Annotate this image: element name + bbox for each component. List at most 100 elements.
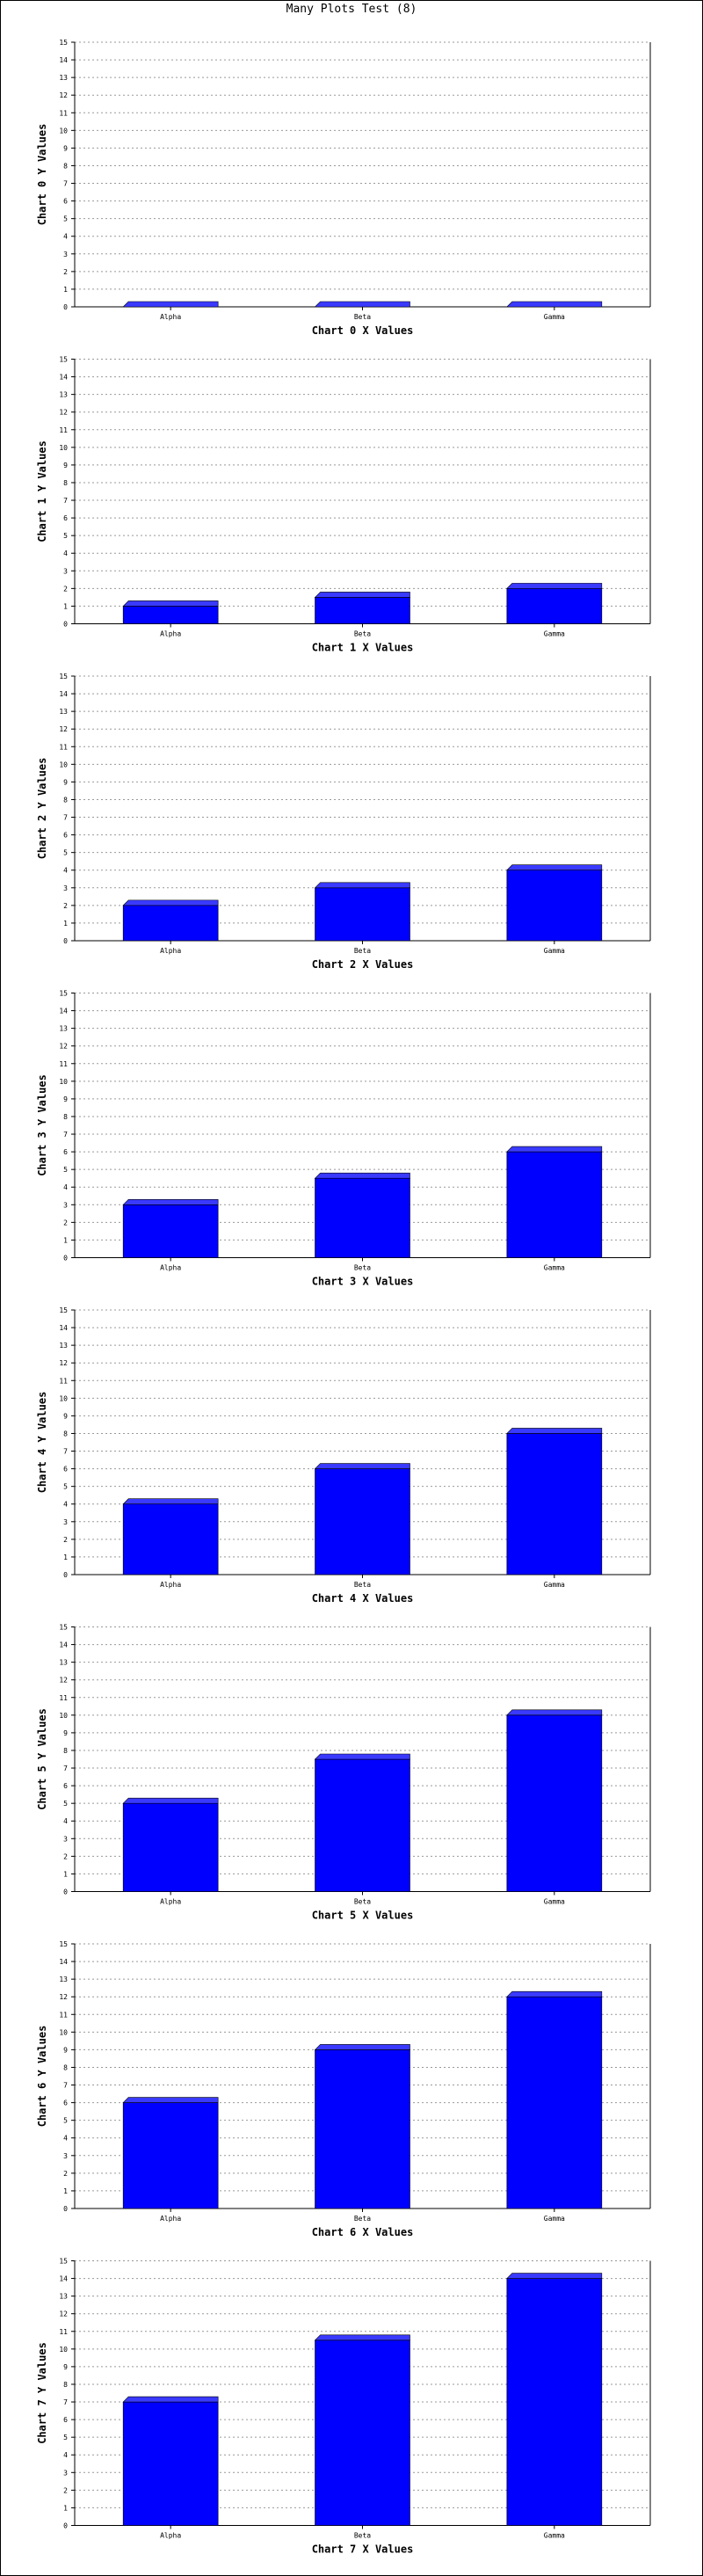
x-tick-label: Beta: [354, 313, 371, 321]
bar-top: [506, 583, 603, 589]
y-tick-label: 13: [59, 391, 68, 399]
y-tick-label: 6: [63, 514, 68, 522]
bar: [122, 1797, 219, 1892]
x-tick-label: Alpha: [160, 1264, 181, 1272]
y-tick-label: 7: [63, 180, 68, 188]
bar: [122, 2097, 219, 2209]
y-tick-label: 0: [63, 937, 68, 945]
bar-top: [314, 2334, 410, 2341]
x-tick-label: Beta: [354, 1264, 371, 1272]
x-axis-title: Chart 4 X Values: [312, 1592, 414, 1605]
y-tick-label: 14: [59, 374, 68, 382]
y-tick-label: 9: [63, 1412, 68, 1420]
bar: [506, 1709, 603, 1892]
x-tick-label: Gamma: [544, 2215, 565, 2223]
y-tick-label: 0: [63, 1255, 68, 1263]
y-tick-label: 12: [59, 1043, 68, 1051]
x-tick-label: Beta: [354, 947, 371, 955]
y-tick-label: 7: [63, 1131, 68, 1139]
bar-top: [506, 1146, 603, 1153]
y-tick-label: 2: [63, 1536, 68, 1544]
y-axis-title: Chart 7 Y Values: [36, 2342, 48, 2444]
y-tick-label: 13: [59, 708, 68, 716]
y-tick-label: 6: [63, 1466, 68, 1474]
bar-top: [122, 600, 219, 607]
y-tick-label: 3: [63, 1835, 68, 1843]
bar: [506, 1428, 603, 1575]
y-tick-label: 11: [59, 1060, 68, 1068]
bar-front: [122, 2401, 219, 2526]
bar: [506, 301, 603, 308]
bar-front: [122, 1503, 219, 1575]
bar-front: [122, 1204, 219, 1258]
bar-front: [506, 588, 603, 624]
bar-top: [122, 1199, 219, 1205]
y-tick-label: 10: [59, 1712, 68, 1720]
y-tick-label: 9: [63, 1095, 68, 1103]
y-tick-label: 1: [63, 1236, 68, 1244]
y-tick-label: 10: [59, 2028, 68, 2036]
y-tick-label: 15: [59, 39, 68, 47]
bar: [506, 864, 603, 942]
y-tick-label: 13: [59, 1025, 68, 1033]
bar-front: [122, 1802, 219, 1892]
y-tick-label: 15: [59, 990, 68, 998]
y-tick-label: 1: [63, 2187, 68, 2195]
x-axis-title: Chart 5 X Values: [312, 1910, 414, 1922]
y-tick-label: 13: [59, 1976, 68, 1983]
y-tick-label: 8: [63, 1430, 68, 1437]
y-tick-label: 12: [59, 725, 68, 733]
bar-front: [506, 870, 603, 942]
y-tick-label: 1: [63, 1554, 68, 1561]
x-tick-label: Alpha: [160, 630, 181, 638]
y-tick-label: 6: [63, 1148, 68, 1156]
y-tick-label: 3: [63, 567, 68, 575]
x-tick-label: Alpha: [160, 947, 181, 955]
x-tick-label: Gamma: [544, 947, 565, 955]
y-tick-label: 15: [59, 673, 68, 680]
y-tick-label: 8: [63, 1113, 68, 1121]
y-tick-label: 3: [63, 884, 68, 892]
y-tick-label: 14: [59, 1008, 68, 1015]
y-tick-label: 1: [63, 602, 68, 610]
bar: [506, 1990, 603, 2209]
bar: [314, 2334, 410, 2526]
y-tick-label: 9: [63, 778, 68, 786]
y-tick-label: 0: [63, 2205, 68, 2213]
bar-top: [122, 1498, 219, 1505]
y-tick-label: 1: [63, 920, 68, 928]
y-tick-label: 12: [59, 91, 68, 99]
bar-top: [506, 864, 603, 871]
y-tick-label: 0: [63, 1571, 68, 1579]
y-axis-title: Chart 1 Y Values: [36, 440, 48, 542]
x-tick-label: Gamma: [544, 630, 565, 638]
bar: [314, 2044, 410, 2209]
y-tick-label: 13: [59, 74, 68, 82]
y-tick-label: 0: [63, 621, 68, 629]
y-tick-label: 4: [63, 2451, 68, 2459]
y-tick-label: 6: [63, 2416, 68, 2424]
y-tick-label: 15: [59, 1940, 68, 1948]
y-axis-title: Chart 5 Y Values: [36, 1708, 48, 1810]
bar-front: [506, 1433, 603, 1575]
x-tick-label: Gamma: [544, 1264, 565, 1272]
bar: [122, 600, 219, 624]
y-tick-label: 14: [59, 1641, 68, 1649]
y-tick-label: 5: [63, 1800, 68, 1808]
bar-top: [122, 2097, 219, 2103]
y-axis-title: Chart 6 Y Values: [36, 2026, 48, 2128]
bar: [122, 899, 219, 942]
y-tick-label: 5: [63, 532, 68, 540]
bar-front: [122, 905, 219, 942]
bar-top: [314, 301, 410, 308]
bar-top: [122, 301, 219, 308]
y-tick-label: 4: [63, 867, 68, 875]
x-axis-title: Chart 0 X Values: [312, 324, 414, 337]
y-tick-label: 14: [59, 2275, 68, 2283]
